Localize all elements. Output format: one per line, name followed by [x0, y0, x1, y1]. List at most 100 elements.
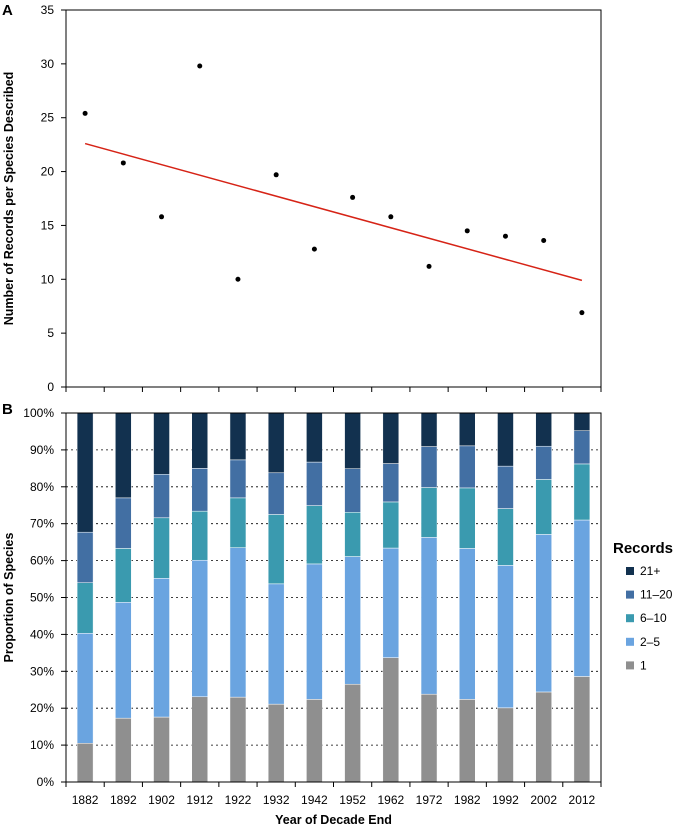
- bar-segment: [344, 468, 361, 513]
- y-tick-label-a: 10: [41, 272, 55, 286]
- y-tick-label-b: 100%: [23, 406, 54, 420]
- bar-segment: [115, 497, 132, 549]
- legend-swatch: [626, 590, 634, 599]
- plot-area-a: [65, 9, 602, 388]
- bar-segment: [382, 463, 400, 503]
- data-point: [502, 233, 508, 239]
- legend-swatch: [626, 614, 634, 623]
- bar-segment: [497, 412, 514, 467]
- legend-label: 2–5: [640, 635, 660, 649]
- bar-segment: [535, 445, 552, 480]
- x-tick-label: 1922: [225, 793, 252, 807]
- y-axis-title-b: Proportion of Species: [2, 533, 16, 663]
- bar-segment: [497, 508, 514, 566]
- x-tick-label: 1992: [492, 793, 519, 807]
- bar-segment: [306, 505, 323, 565]
- bar-segment: [344, 556, 361, 685]
- bar-segment: [229, 497, 247, 548]
- bar-segment: [76, 633, 94, 744]
- bar-segment: [535, 534, 552, 693]
- data-point: [273, 172, 279, 178]
- bar-segment: [191, 559, 208, 698]
- data-point: [82, 110, 88, 116]
- y-tick-label-a: 0: [47, 380, 54, 394]
- bar-segment: [267, 583, 285, 705]
- y-tick-label-a: 25: [41, 111, 55, 125]
- bar-segment: [306, 699, 323, 783]
- bar-segment: [573, 676, 591, 783]
- x-tick-label: 1982: [454, 793, 481, 807]
- y-tick-label-b: 80%: [30, 480, 54, 494]
- data-point: [197, 63, 203, 69]
- legend-title: Records: [613, 540, 673, 557]
- x-tick-label: 1952: [339, 793, 366, 807]
- bar-segment: [76, 412, 94, 533]
- legend-label: 6–10: [640, 611, 667, 625]
- legend-swatch: [626, 637, 634, 646]
- bar-segment: [497, 707, 514, 783]
- bar-segment: [573, 463, 591, 521]
- y-tick-label-b: 20%: [30, 701, 54, 715]
- data-point: [311, 246, 317, 252]
- bar-segment: [535, 479, 552, 535]
- bar-segment: [115, 717, 132, 783]
- bar-segment: [267, 472, 285, 515]
- bar-segment: [267, 703, 285, 783]
- panel-label-a: A: [2, 2, 13, 19]
- bar-segment: [115, 412, 132, 499]
- legend-swatch: [626, 661, 634, 670]
- data-point: [426, 263, 432, 269]
- bar-segment: [382, 501, 400, 549]
- bar-segment: [76, 743, 94, 783]
- y-tick-label-b: 30%: [30, 664, 54, 678]
- x-tick-label: 1892: [110, 793, 137, 807]
- bar-segment: [459, 445, 476, 489]
- data-point: [120, 160, 126, 166]
- bar-segment: [382, 412, 400, 464]
- stacked-bar-chart: 0% 10% 20% 30% 40% 50% 60% 70% 80% 90% 100% 1882 189…: [2, 406, 602, 827]
- data-point: [159, 214, 165, 220]
- y-axis-title-a: Number of Records per Species Described: [2, 72, 16, 326]
- x-tick-label: 1942: [301, 793, 328, 807]
- bar-segment: [344, 512, 361, 557]
- bar-segment: [497, 565, 514, 709]
- data-point: [235, 276, 241, 282]
- data-point: [541, 238, 547, 244]
- bar-segment: [306, 412, 323, 463]
- bar-segment: [153, 716, 170, 783]
- bar-segment: [535, 691, 552, 783]
- bar-segment: [306, 563, 323, 700]
- bar-segment: [459, 412, 476, 447]
- y-tick-label-b: 40%: [30, 627, 54, 641]
- bar-segment: [420, 412, 438, 447]
- x-tick-label: 1932: [263, 793, 290, 807]
- bar-segment: [573, 519, 591, 677]
- bar-segment: [459, 487, 476, 549]
- legend-swatch: [626, 567, 634, 575]
- scatter-chart: 0 5 10 15 20 25 30 35 Number of Records per Spec…: [2, 3, 602, 394]
- legend-label: 11–20: [640, 588, 673, 602]
- legend: Records 21+ 11–20 6–10 2–5 1: [613, 540, 673, 672]
- bar-segment: [420, 446, 438, 488]
- data-point: [579, 310, 585, 316]
- y-tick-label-b: 70%: [30, 517, 54, 531]
- bar-segment: [191, 510, 208, 561]
- bar-segment: [115, 548, 132, 603]
- legend-label: 21+: [640, 564, 660, 578]
- bar-segment: [344, 412, 361, 469]
- bar-segment: [229, 696, 247, 783]
- y-tick-label-a: 15: [41, 218, 55, 232]
- y-tick-label-b: 50%: [30, 591, 54, 605]
- bar-segment: [191, 412, 208, 469]
- bar-segment: [459, 699, 476, 783]
- bar-segment: [229, 547, 247, 698]
- bar-segment: [573, 412, 591, 431]
- bar-segment: [267, 412, 285, 474]
- panel-label-b: B: [2, 401, 13, 418]
- y-tick-label-a: 30: [41, 57, 55, 71]
- data-point: [388, 214, 394, 220]
- bar-segment: [115, 602, 132, 719]
- bar-segment: [153, 517, 170, 579]
- x-tick-label: 1912: [186, 793, 213, 807]
- bar-segment: [420, 537, 438, 695]
